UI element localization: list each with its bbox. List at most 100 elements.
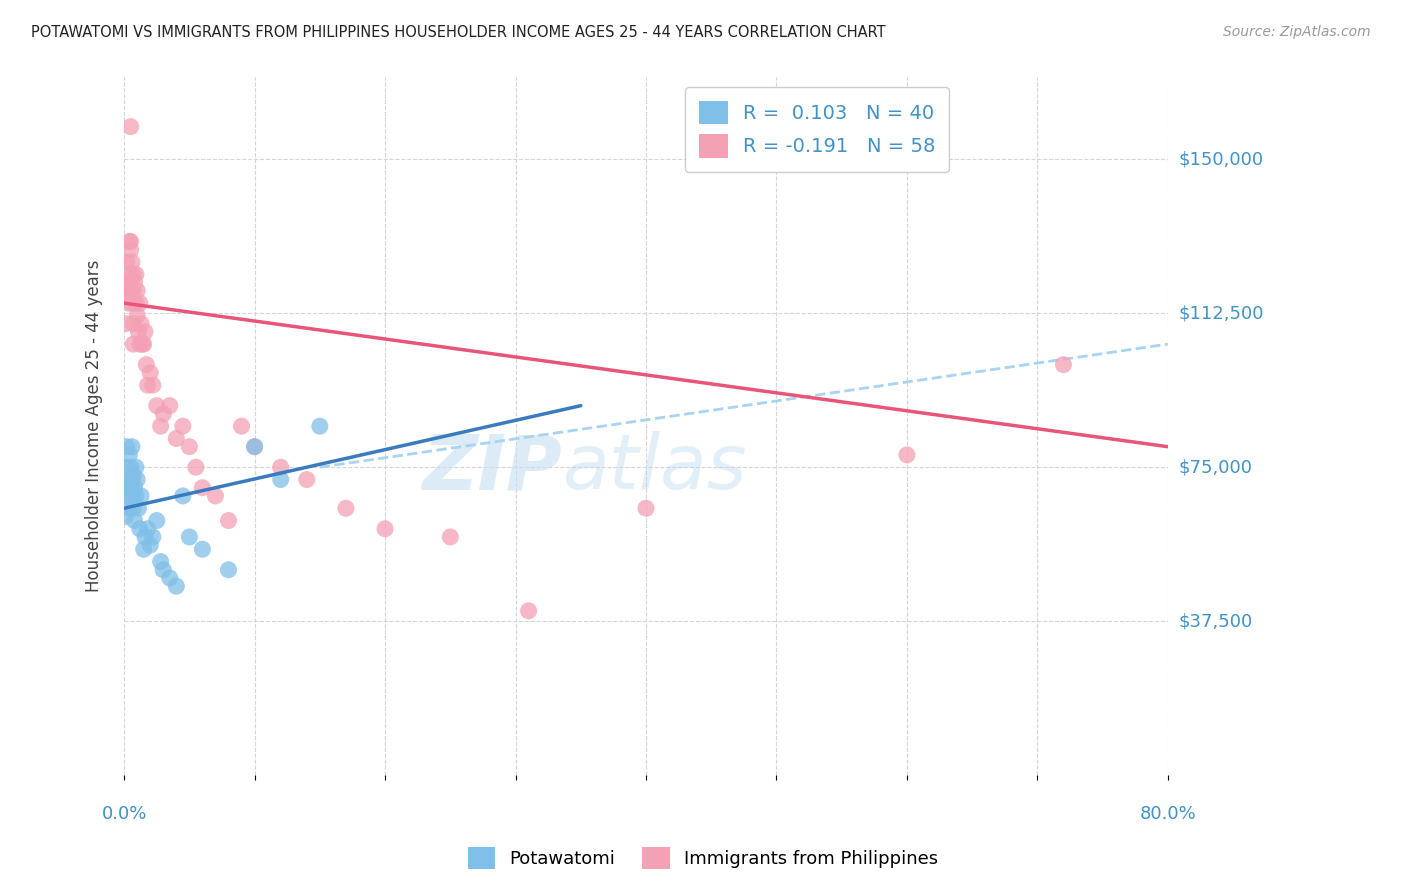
Point	[149, 555, 172, 569]
Point	[136, 378, 159, 392]
Point	[121, 489, 143, 503]
Point	[128, 296, 150, 310]
Point	[124, 514, 146, 528]
Text: $112,500: $112,500	[1180, 304, 1264, 322]
Point	[270, 460, 292, 475]
Point	[118, 501, 141, 516]
Point	[125, 489, 148, 503]
Point	[179, 440, 201, 454]
Text: $150,000: $150,000	[1180, 151, 1264, 169]
Point	[122, 317, 145, 331]
Text: $75,000: $75,000	[1180, 458, 1253, 476]
Point	[308, 419, 330, 434]
Point	[120, 235, 142, 249]
Point	[128, 522, 150, 536]
Point	[120, 481, 142, 495]
Point	[122, 337, 145, 351]
Point	[132, 542, 155, 557]
Point	[218, 563, 240, 577]
Point	[125, 460, 148, 475]
Point	[184, 460, 207, 475]
Point	[127, 309, 149, 323]
Point	[122, 501, 145, 516]
Point	[218, 514, 240, 528]
Point	[131, 337, 153, 351]
Text: POTAWATOMI VS IMMIGRANTS FROM PHILIPPINES HOUSEHOLDER INCOME AGES 25 - 44 YEARS : POTAWATOMI VS IMMIGRANTS FROM PHILIPPINE…	[31, 25, 886, 40]
Point	[121, 473, 143, 487]
Point	[115, 284, 138, 298]
Point	[231, 419, 253, 434]
Point	[179, 530, 201, 544]
Point	[139, 538, 162, 552]
Point	[121, 440, 143, 454]
Point	[270, 473, 292, 487]
Point	[135, 358, 157, 372]
Point	[127, 284, 149, 298]
Point	[125, 268, 148, 282]
Text: ZIP: ZIP	[423, 431, 562, 505]
Point	[172, 419, 194, 434]
Point	[149, 419, 172, 434]
Point	[517, 604, 540, 618]
Point	[129, 317, 152, 331]
Point	[117, 276, 139, 290]
Point	[114, 317, 136, 331]
Point	[128, 337, 150, 351]
Point	[191, 542, 214, 557]
Point	[120, 120, 142, 134]
Point	[159, 399, 181, 413]
Point	[165, 432, 187, 446]
Point	[122, 468, 145, 483]
Point	[145, 399, 167, 413]
Point	[127, 501, 149, 516]
Point	[191, 481, 214, 495]
Point	[896, 448, 918, 462]
Point	[117, 296, 139, 310]
Y-axis label: Householder Income Ages 25 - 44 years: Householder Income Ages 25 - 44 years	[86, 260, 103, 592]
Text: 80.0%: 80.0%	[1139, 805, 1197, 823]
Point	[127, 473, 149, 487]
Point	[127, 325, 149, 339]
Legend: Potawatomi, Immigrants from Philippines: Potawatomi, Immigrants from Philippines	[458, 838, 948, 879]
Point	[122, 268, 145, 282]
Point	[120, 243, 142, 257]
Point	[295, 473, 318, 487]
Text: atlas: atlas	[562, 431, 747, 505]
Point	[129, 489, 152, 503]
Point	[122, 284, 145, 298]
Text: Source: ZipAtlas.com: Source: ZipAtlas.com	[1223, 25, 1371, 39]
Legend: R =  0.103   N = 40, R = -0.191   N = 58: R = 0.103 N = 40, R = -0.191 N = 58	[685, 87, 949, 171]
Point	[335, 501, 357, 516]
Point	[139, 366, 162, 380]
Point	[1052, 358, 1074, 372]
Point	[142, 378, 165, 392]
Point	[118, 235, 141, 249]
Point	[114, 509, 136, 524]
Point	[439, 530, 461, 544]
Point	[118, 268, 141, 282]
Point	[118, 448, 141, 462]
Point	[120, 460, 142, 475]
Point	[165, 579, 187, 593]
Point	[118, 284, 141, 298]
Point	[152, 563, 174, 577]
Point	[132, 337, 155, 351]
Point	[120, 276, 142, 290]
Point	[152, 407, 174, 421]
Point	[121, 284, 143, 298]
Point	[115, 460, 138, 475]
Point	[634, 501, 657, 516]
Point	[145, 514, 167, 528]
Point	[142, 530, 165, 544]
Point	[115, 255, 138, 269]
Point	[374, 522, 396, 536]
Point	[243, 440, 266, 454]
Point	[172, 489, 194, 503]
Point	[117, 473, 139, 487]
Point	[121, 255, 143, 269]
Point	[134, 530, 156, 544]
Point	[124, 276, 146, 290]
Point	[117, 481, 139, 495]
Point	[136, 522, 159, 536]
Point	[125, 296, 148, 310]
